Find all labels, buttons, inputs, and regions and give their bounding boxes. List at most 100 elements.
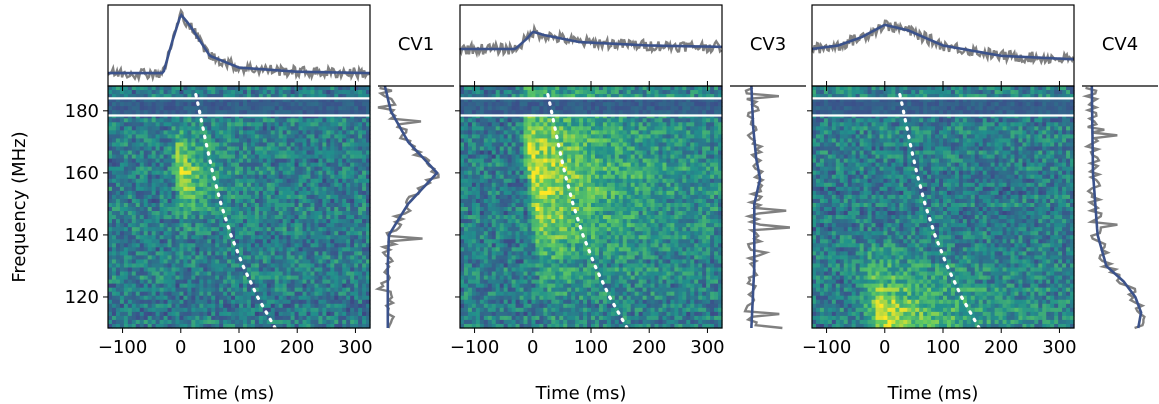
heatmap-cell xyxy=(471,142,477,148)
heatmap-cell xyxy=(334,307,339,313)
heatmap-cell xyxy=(298,287,304,293)
heatmap-cell xyxy=(179,98,185,103)
heatmap-cell xyxy=(183,106,188,111)
heatmap-cell xyxy=(191,190,196,196)
heatmap-cell xyxy=(135,118,141,123)
heatmap-cell xyxy=(199,174,204,180)
heatmap-cell xyxy=(310,150,316,156)
heatmap-cell xyxy=(278,271,284,277)
heatmap-cell xyxy=(187,90,192,95)
heatmap-cell xyxy=(286,122,292,127)
heatmap-cell xyxy=(215,166,220,172)
heatmap-cell xyxy=(463,94,469,99)
heatmap-cell xyxy=(282,263,288,269)
heatmap-cell xyxy=(551,134,556,140)
heatmap-cell xyxy=(278,98,284,103)
heatmap-cell xyxy=(322,311,327,317)
heatmap-cell xyxy=(334,94,339,99)
x-axis-label: Time (ms) xyxy=(183,383,275,404)
heatmap-cell xyxy=(211,215,216,220)
heatmap-cell xyxy=(278,295,284,301)
heatmap-cell xyxy=(175,150,181,156)
heatmap-cell xyxy=(495,102,501,107)
heatmap-cell xyxy=(167,307,173,313)
heatmap-cell xyxy=(286,227,292,232)
heatmap-cell xyxy=(123,207,129,212)
heatmap-cell xyxy=(219,259,224,265)
heatmap-cell xyxy=(322,190,327,196)
heatmap-cell xyxy=(215,207,220,212)
heatmap-cell xyxy=(147,170,153,176)
heatmap-cell xyxy=(674,86,679,91)
heatmap-cell xyxy=(215,215,220,220)
heatmap-cell xyxy=(175,190,181,196)
heatmap-cell xyxy=(358,186,363,192)
heatmap-cell xyxy=(274,255,280,261)
heatmap-cell xyxy=(326,170,331,176)
heatmap-cell xyxy=(108,134,113,140)
heatmap-cell xyxy=(167,134,173,140)
heatmap-cell xyxy=(207,190,212,196)
heatmap-cell xyxy=(314,319,319,325)
heatmap-cell xyxy=(175,186,181,192)
heatmap-cell xyxy=(519,94,525,99)
heatmap-cell xyxy=(519,118,525,123)
heatmap-cell xyxy=(354,134,359,140)
heatmap-cell xyxy=(155,194,161,200)
heatmap-cell xyxy=(246,259,252,265)
heatmap-cell xyxy=(302,223,308,228)
heatmap-cell xyxy=(235,202,240,208)
heatmap-cell xyxy=(302,275,308,281)
heatmap-cell xyxy=(278,126,284,131)
heatmap-cell xyxy=(203,271,208,277)
heatmap-cell xyxy=(211,263,216,269)
heatmap-cell xyxy=(298,190,304,196)
heatmap-cell xyxy=(239,158,244,164)
heatmap-cell xyxy=(662,98,668,103)
heatmap-cell xyxy=(698,94,703,99)
heatmap-cell xyxy=(298,279,304,285)
heatmap-cell xyxy=(610,130,616,135)
heatmap-cell xyxy=(294,94,300,99)
heatmap-cell xyxy=(286,130,292,135)
heatmap-cell xyxy=(254,231,260,236)
heatmap-cell xyxy=(515,122,521,127)
heatmap-cell xyxy=(467,122,473,127)
heatmap-cell xyxy=(270,102,276,107)
heatmap-cell xyxy=(159,142,165,148)
heatmap-cell xyxy=(354,211,359,216)
heatmap-cell xyxy=(235,134,240,140)
heatmap-cell xyxy=(227,231,232,236)
heatmap-cell xyxy=(654,126,660,131)
heatmap-cell xyxy=(207,186,212,192)
heatmap-cell xyxy=(274,94,280,99)
heatmap-cell xyxy=(147,311,153,317)
heatmap-cell xyxy=(199,275,204,281)
heatmap-cell xyxy=(187,198,192,204)
heatmap-cell xyxy=(274,198,280,204)
heatmap-cell xyxy=(310,158,316,164)
heatmap-cell xyxy=(242,311,248,317)
heatmap-cell xyxy=(131,94,137,99)
heatmap-cell xyxy=(326,186,331,192)
heatmap-cell xyxy=(175,227,181,232)
heatmap-cell xyxy=(563,126,568,131)
heatmap-cell xyxy=(706,86,711,91)
heatmap-cell xyxy=(543,94,548,99)
heatmap-cell xyxy=(471,98,477,103)
heatmap-cell xyxy=(246,267,252,273)
heatmap-cell xyxy=(187,110,192,115)
heatmap-cell xyxy=(650,94,656,99)
heatmap-cell xyxy=(163,178,169,184)
heatmap-cell xyxy=(302,267,308,273)
heatmap-cell xyxy=(203,251,208,256)
heatmap-cell xyxy=(175,110,181,115)
heatmap-cell xyxy=(258,130,264,135)
heatmap-cell xyxy=(183,182,188,188)
heatmap-cell xyxy=(322,315,327,321)
heatmap-cell xyxy=(258,174,264,180)
heatmap-cell xyxy=(131,219,137,224)
heatmap-cell xyxy=(682,86,687,91)
heatmap-cell xyxy=(171,90,177,95)
heatmap-cell xyxy=(159,263,165,269)
